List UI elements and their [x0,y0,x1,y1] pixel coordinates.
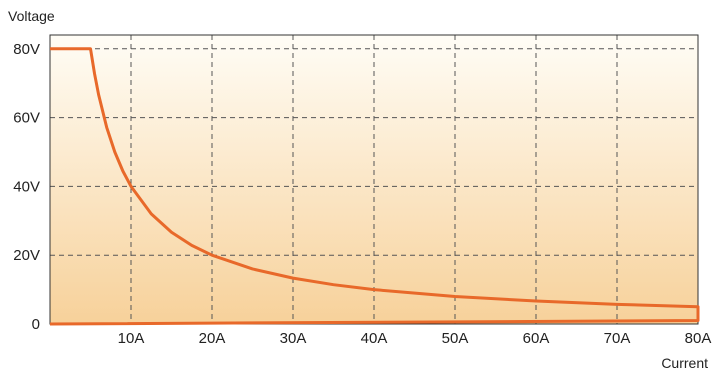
tick-labels: 10A 20A 30A 40A 50A 60A 70A 80A 0 20V 40V 60V 80V [13,41,711,347]
x-tick-label: 50A [442,330,469,347]
y-axis-title: Voltage [8,8,55,24]
y-tick-label: 60V [13,110,40,127]
grid-lines [50,35,698,324]
x-tick-label: 40A [361,330,388,347]
x-tick-label: 10A [118,330,145,347]
x-axis-title: Current [661,355,708,371]
x-tick-label: 70A [604,330,631,347]
x-tick-label: 60A [523,330,550,347]
y-tick-label: 0 [32,316,40,333]
x-tick-label: 80A [685,330,712,347]
series-layer [49,47,700,326]
y-tick-label: 20V [13,247,40,264]
series-line [49,47,700,326]
x-tick-label: 20A [199,330,226,347]
y-tick-label: 40V [13,178,40,195]
y-tick-label: 80V [13,41,40,58]
x-tick-label: 30A [280,330,307,347]
plot-frame [49,34,699,325]
